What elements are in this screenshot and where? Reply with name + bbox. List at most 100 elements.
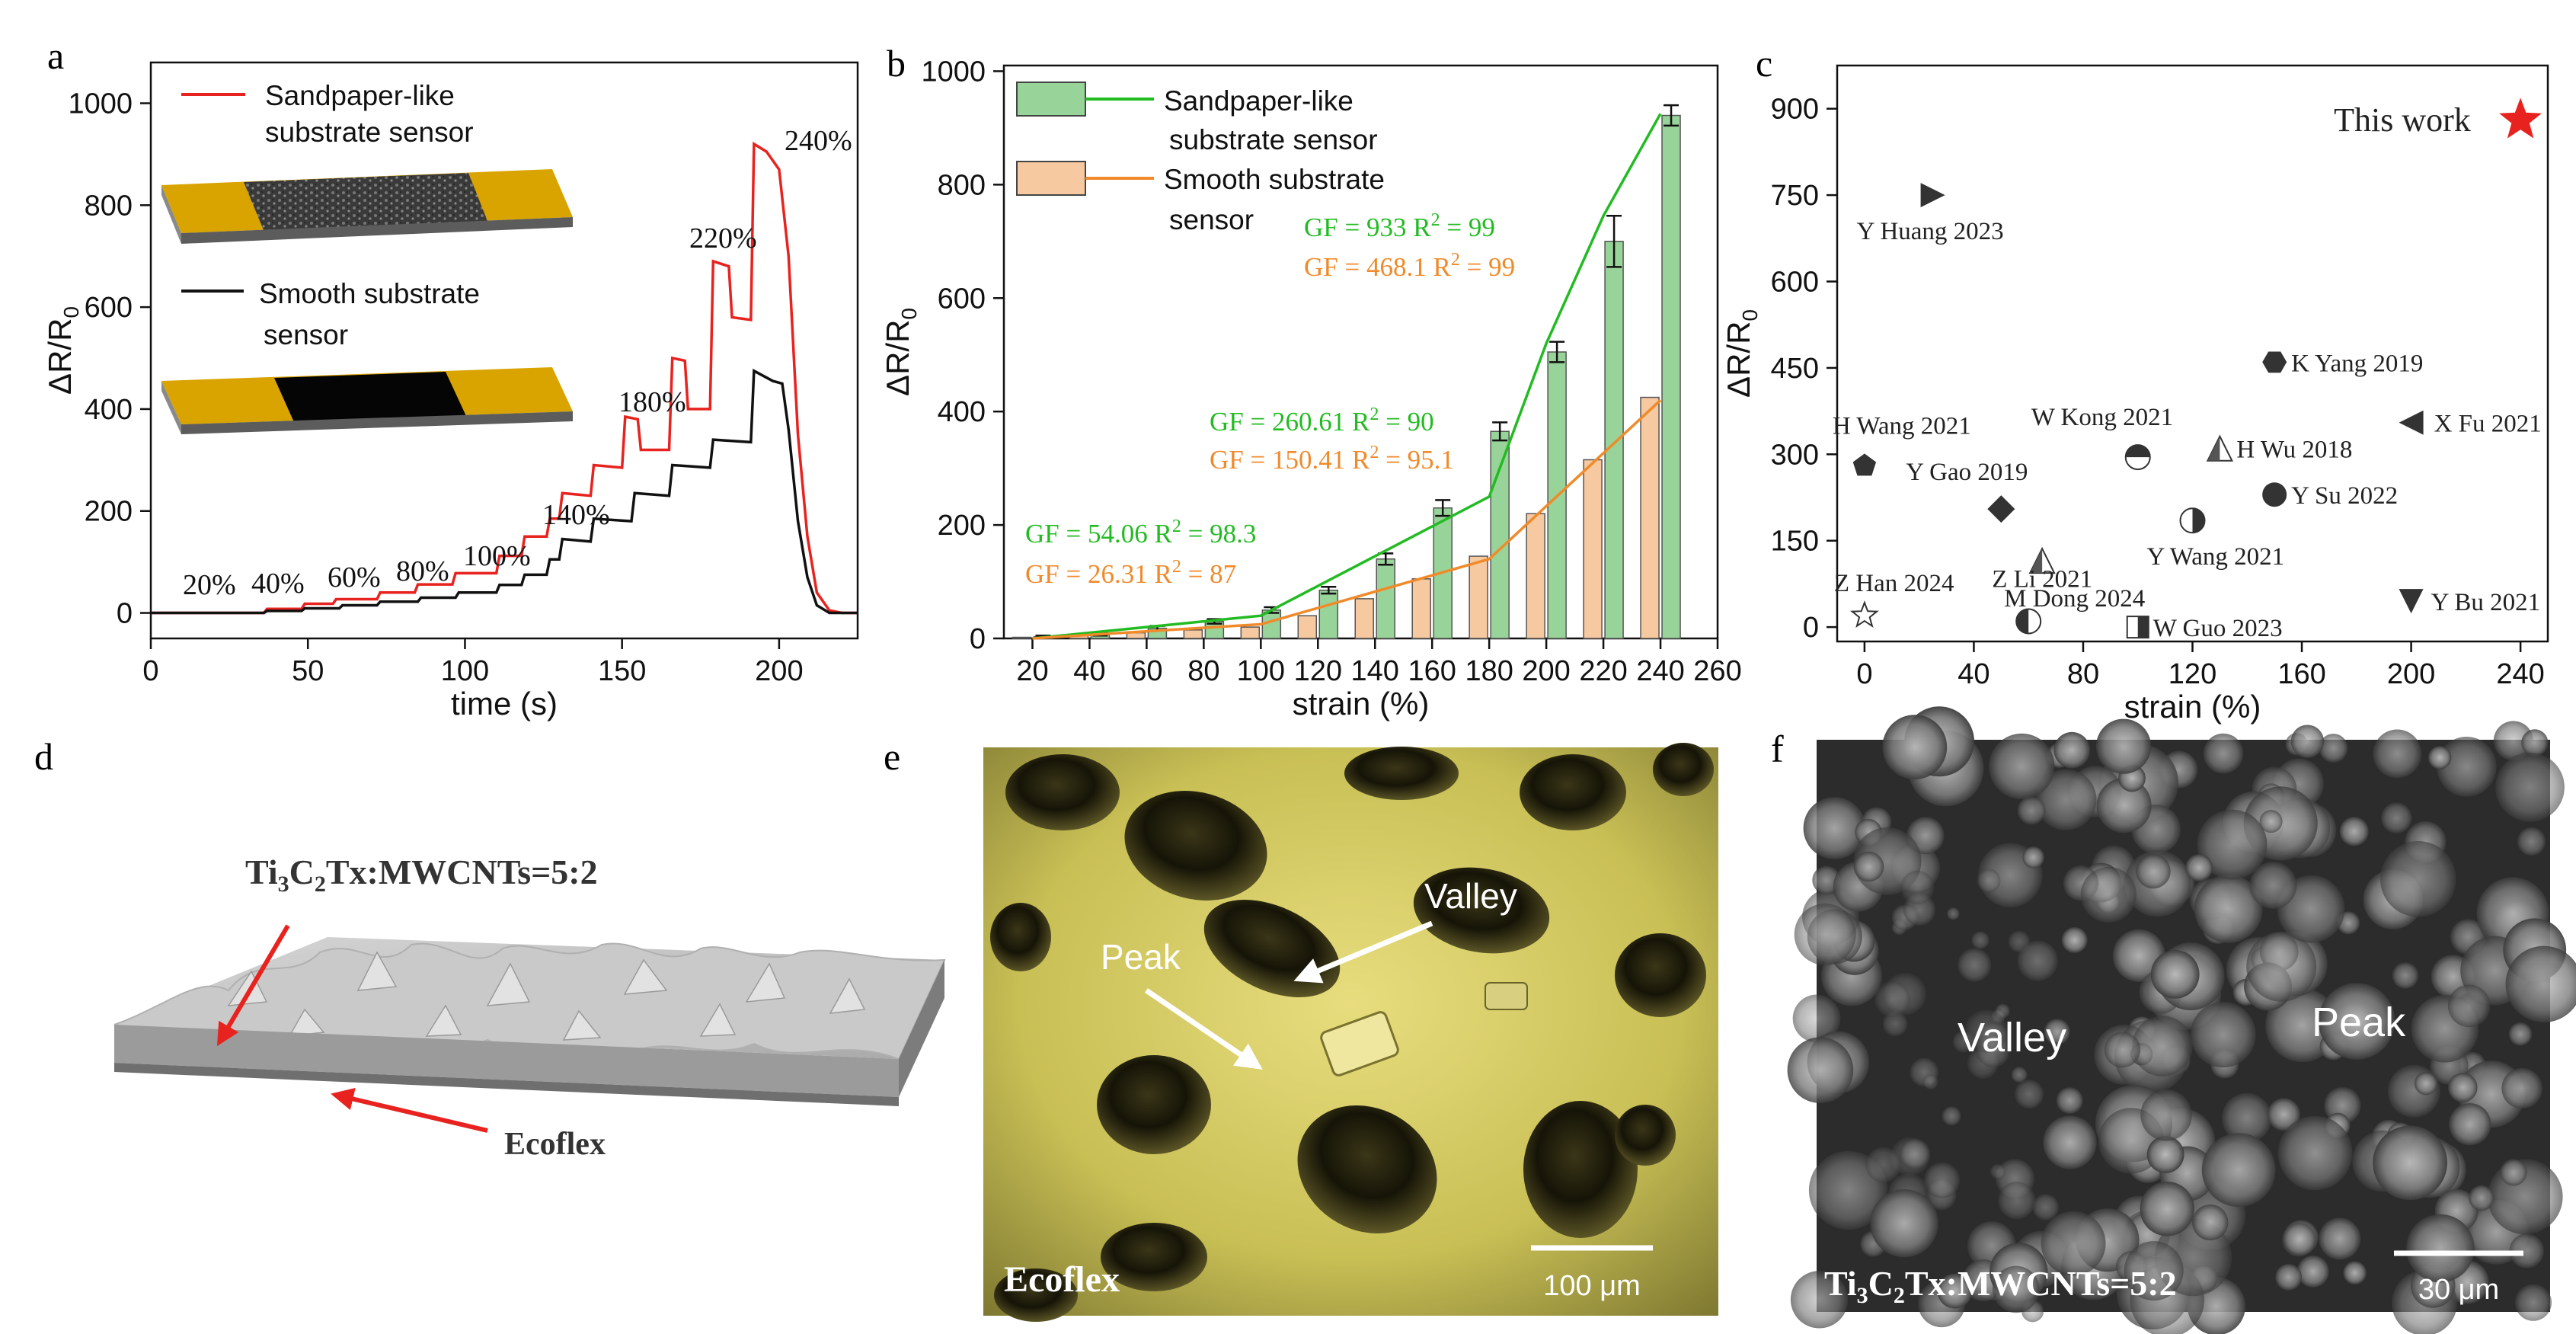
panel-letter-d: d — [34, 735, 53, 778]
y-tick-label: 450 — [1771, 353, 1819, 385]
x-tick-label: 160 — [1408, 655, 1456, 687]
bar-smooth — [1640, 396, 1660, 639]
point-label: X Fu 2021 — [2434, 411, 2542, 438]
y-axis-label-sub: 0 — [1738, 309, 1762, 322]
x-tick-label: 140 — [1351, 655, 1399, 687]
marker-circle — [2262, 482, 2287, 507]
panel-b-fits — [1032, 113, 1662, 640]
y-axis-label: ΔR/R0 — [1721, 309, 1762, 398]
panel-d: d Ti3C2Tx:MWCNTs=5:2 Ecoflex — [34, 735, 946, 1162]
sem-grain — [2319, 734, 2348, 763]
sem-grain — [2493, 721, 2533, 761]
label-peak-f: Peak — [2312, 1000, 2406, 1045]
r2-superscript: 2 — [1369, 443, 1379, 462]
sem-grain — [2319, 1217, 2361, 1260]
sem-grain — [2380, 841, 2456, 917]
sem-grain — [2246, 931, 2317, 1002]
panel-b-axes: 20 40 60 80 100 120 140 160 180 200 220 240 26002004… — [880, 56, 1742, 721]
caption-f: Ti3C2Tx:MWCNTs=5:2 — [1824, 1264, 2177, 1308]
scale-label-e: 100 μm — [1543, 1270, 1641, 1302]
sem-grain — [2011, 1067, 2028, 1083]
fit-line-smooth — [1032, 399, 1662, 640]
sem-grain — [2514, 1284, 2552, 1321]
sem-grain — [2017, 940, 2058, 981]
bar-sandpaper — [1661, 114, 1681, 639]
point-label: Y Huang 2023 — [1857, 218, 2004, 245]
marker-circle-half-left-fill — [2016, 609, 2029, 634]
sem-grain — [2017, 796, 2046, 825]
sem-grain — [1870, 1189, 1938, 1258]
fit-line-sandpaper — [1032, 113, 1662, 640]
sem-grain — [2194, 875, 2263, 943]
sem-grain — [1993, 1265, 2040, 1313]
panel-letter-a: a — [47, 34, 64, 77]
y-axis-label-main: ΔR/R — [1721, 322, 1756, 398]
sem-grain — [2509, 1233, 2544, 1268]
marker-tri-half-fill — [2207, 436, 2220, 461]
strain-annotation: 20% — [183, 569, 236, 601]
sem-grain — [2095, 718, 2152, 774]
r2-symbol: R — [1154, 559, 1172, 589]
panel-b: b 20 40 60 80 100 120 140 160 180 200 220 240 260020… — [880, 42, 1742, 721]
legend-b-orange-l2: sensor — [1169, 204, 1254, 235]
x-tick-label: 220 — [1579, 655, 1627, 687]
sem-grain — [2521, 729, 2549, 757]
legend-b-green-swatch — [1016, 82, 1086, 117]
r2-symbol: R — [1433, 252, 1451, 282]
r2-superscript: 2 — [1451, 250, 1460, 270]
sem-grain — [2190, 1002, 2256, 1068]
gf-value: GF = 468.1 — [1304, 252, 1433, 282]
sem-grain — [2080, 866, 2137, 923]
x-tick-label: 240 — [1636, 655, 1684, 687]
sem-grain — [2015, 1080, 2044, 1109]
y-axis-label-main: ΔR/R — [42, 318, 78, 395]
strain-annotation: 180% — [618, 386, 686, 418]
point-label: W Kong 2021 — [2031, 404, 2173, 431]
marker-tri-half-up-fill — [2030, 549, 2043, 574]
sem-grain — [2508, 1022, 2533, 1046]
label-ecoflex-e: Ecoflex — [1004, 1259, 1120, 1300]
y-tick-label: 0 — [970, 623, 986, 655]
sem-grain — [2282, 1223, 2316, 1257]
arrow-ecoflex — [331, 1087, 488, 1133]
panel-f: f Valley Peak Ti3C2Tx:MWCNTs=5:2 30 μm — [1771, 706, 2576, 1334]
sem-grain — [2290, 725, 2325, 758]
strain-annotation: 220% — [689, 222, 757, 254]
sem-grain — [1803, 797, 1866, 859]
sem-grain — [1947, 907, 1960, 920]
panel-letter-e: e — [884, 735, 900, 778]
point-label: W Guo 2023 — [2153, 615, 2283, 642]
x-tick-label: 100 — [441, 655, 489, 687]
point-label: M Dong 2024 — [2004, 585, 2145, 613]
sem-grain — [2373, 729, 2422, 779]
sem-grain — [2140, 1089, 2192, 1141]
y-tick-label: 750 — [1771, 180, 1819, 212]
sem-grain — [1977, 869, 2001, 893]
sem-grain — [2056, 1087, 2083, 1114]
y-tick-label: 600 — [1771, 267, 1819, 299]
sem-grain — [2501, 1067, 2542, 1109]
x-axis-label: time (s) — [451, 686, 558, 721]
sem-grain — [2469, 1185, 2495, 1211]
sem-grain — [1874, 981, 1910, 1017]
panel-c-axes: 0 40 80 120 160 200 240 0 150 300 450 600 750 900 stra… — [1721, 64, 2549, 725]
x-tick-label: 0 — [1856, 658, 1872, 690]
legend-b-orange-swatch — [1016, 161, 1086, 196]
sem-grain — [1942, 1106, 1961, 1126]
sem-grain — [2203, 733, 2244, 774]
point-label: H Wang 2021 — [1833, 412, 1971, 440]
scale-label-f: 30 μm — [2418, 1274, 2499, 1306]
series-line-smooth — [151, 368, 858, 615]
y-tick-label: 600 — [938, 283, 986, 315]
sem-grain — [1900, 870, 1935, 905]
marker-square-half-fill — [2137, 616, 2149, 638]
arrow-ti3c2tx — [216, 924, 290, 1047]
sem-grain — [2053, 731, 2090, 769]
marker-star-red — [2499, 98, 2542, 139]
sem-grain — [2201, 1133, 2276, 1207]
sem-grain — [2022, 846, 2044, 869]
marker-circle-half-top-fill — [2125, 445, 2150, 458]
sem-grain — [2277, 1115, 2353, 1191]
gf-label: GF = 54.06 R2 = 98.3 — [1025, 517, 1256, 549]
sem-grain — [1971, 931, 1990, 949]
